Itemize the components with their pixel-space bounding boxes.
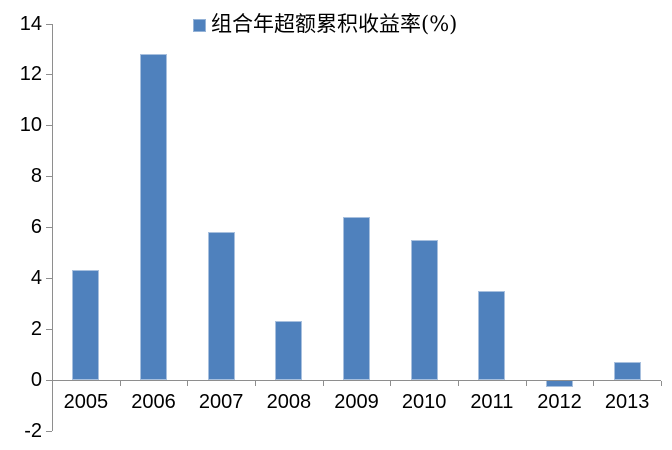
bar-2005: [72, 270, 100, 380]
bar-2007: [207, 232, 235, 380]
y-axis-label: 10: [19, 114, 42, 137]
x-axis-label-2008: 2008: [266, 390, 312, 413]
y-axis-tick: [46, 227, 52, 228]
x-axis-tick: [458, 380, 459, 386]
y-axis-label: 8: [30, 165, 42, 188]
y-axis-tick: [46, 379, 52, 381]
legend-square-icon: [193, 18, 206, 32]
x-axis-label-2011: 2011: [470, 390, 514, 413]
y-axis-label: 14: [19, 12, 42, 35]
bar-2010: [410, 239, 438, 380]
x-axis-tick: [525, 380, 527, 386]
y-axis-tick: [46, 328, 52, 330]
x-axis-tick: [187, 380, 189, 386]
x-axis-label-2009: 2009: [334, 390, 379, 413]
y-axis-tick: [46, 430, 52, 432]
x-axis-label-2010: 2010: [401, 390, 447, 413]
y-axis-label: 0: [30, 368, 42, 391]
x-axis-label-2006: 2006: [131, 390, 176, 413]
x-axis-tick: [593, 380, 595, 386]
x-axis-label-2005: 2005: [63, 390, 109, 413]
x-axis-tick: [119, 380, 121, 386]
x-axis-label-2012: 2012: [537, 390, 582, 413]
y-axis-tick: [46, 125, 52, 127]
y-axis-label: 12: [19, 63, 42, 86]
bar-2006: [140, 54, 167, 380]
x-axis-tick: [52, 380, 53, 386]
y-axis-tick: [46, 74, 52, 76]
x-axis-tick: [322, 380, 324, 386]
bar-2011: [478, 290, 506, 380]
y-axis-tick: [46, 23, 52, 25]
y-axis-label: 6: [30, 216, 42, 238]
y-axis-label: -2: [24, 419, 42, 442]
legend-label: 组合年超额累积收益率(%): [211, 12, 458, 36]
x-axis-label-2007: 2007: [198, 390, 244, 413]
legend: 组合年超额累积收益率(%): [193, 10, 457, 38]
bar-2013: [613, 361, 641, 380]
x-axis-line: [52, 379, 661, 381]
y-axis-tick: [46, 277, 52, 279]
y-axis-tick: [46, 176, 52, 178]
x-axis-tick: [390, 380, 392, 386]
bar-2009: [343, 216, 370, 380]
y-axis-line: [52, 23, 53, 431]
x-axis-label-2013: 2013: [604, 390, 650, 413]
bar-2008: [275, 321, 303, 380]
x-axis-tick: [255, 380, 256, 386]
bar-2012: [546, 379, 573, 388]
x-axis-tick: [661, 380, 662, 386]
y-axis-label: 2: [30, 317, 42, 340]
y-axis-label: 4: [30, 266, 42, 289]
